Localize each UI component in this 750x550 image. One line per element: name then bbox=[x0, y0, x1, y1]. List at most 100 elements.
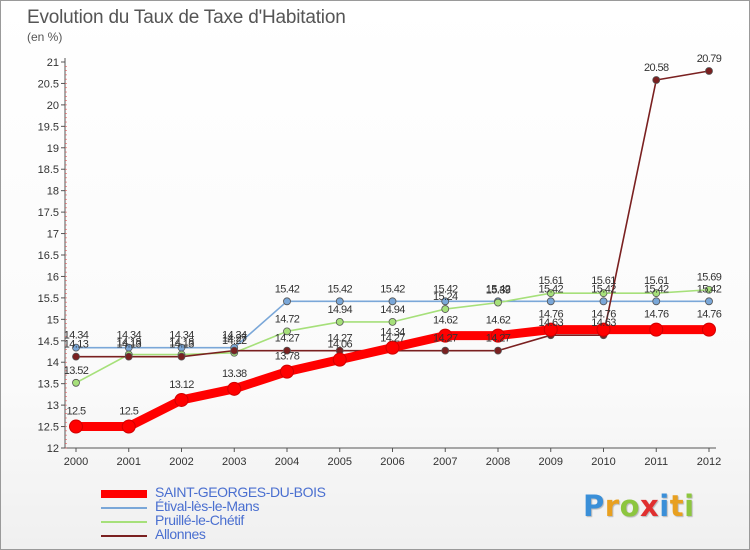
y-tick-label: 21 bbox=[47, 57, 59, 69]
legend-item: Pruillé-le-Chétif bbox=[101, 512, 431, 528]
logo-letter: i bbox=[684, 489, 695, 523]
data-label: 15.61 bbox=[644, 275, 669, 287]
y-tick-label: 18.5 bbox=[38, 164, 59, 176]
data-label: 13.12 bbox=[169, 379, 194, 391]
data-point bbox=[283, 346, 291, 355]
data-point bbox=[652, 297, 661, 306]
y-tick-label: 19 bbox=[47, 143, 59, 155]
data-point bbox=[283, 327, 291, 336]
data-point bbox=[69, 419, 83, 434]
y-tick-label: 17 bbox=[47, 229, 59, 241]
data-label: 12.5 bbox=[66, 406, 85, 418]
data-point bbox=[599, 289, 608, 298]
data-point bbox=[543, 322, 558, 337]
data-point bbox=[705, 67, 713, 75]
logo-letter: r bbox=[604, 489, 620, 523]
y-tick-label: 15 bbox=[47, 314, 59, 326]
y-tick-label: 12.5 bbox=[38, 422, 59, 434]
y-tick-label: 15.5 bbox=[38, 293, 59, 305]
data-point bbox=[72, 352, 80, 361]
data-point bbox=[335, 297, 344, 306]
data-point bbox=[174, 392, 189, 407]
x-tick-label: 2011 bbox=[644, 456, 668, 468]
legend-label-pruille: Pruillé-le-Chétif bbox=[155, 512, 244, 528]
x-tick-label: 2000 bbox=[64, 456, 88, 468]
legend-item: SAINT-GEORGES-DU-BOIS bbox=[101, 484, 431, 500]
logo-letter: x bbox=[640, 489, 660, 523]
y-tick-label: 17.5 bbox=[38, 207, 59, 219]
x-tick-label: 2004 bbox=[275, 456, 299, 468]
proxiti-logo: Proxiti bbox=[583, 489, 695, 523]
data-label: 13.78 bbox=[275, 351, 300, 363]
data-label: 15.42 bbox=[433, 283, 458, 295]
data-label: 14.62 bbox=[486, 315, 511, 327]
data-label: 14.76 bbox=[591, 309, 616, 321]
data-label: 14.72 bbox=[275, 313, 300, 325]
y-tick-label: 18 bbox=[47, 186, 59, 198]
y-tick-label: 16 bbox=[47, 271, 59, 283]
data-point bbox=[702, 322, 716, 337]
line-chart-plot: 12 12.5 13 13.5 14 14.5 15 15.5 16 16.5 17 17.5 18 18… bbox=[38, 53, 723, 468]
y-tick-label: 16.5 bbox=[38, 250, 59, 262]
legend-swatch-saint-georges bbox=[101, 490, 147, 498]
data-label: 15.42 bbox=[538, 283, 563, 295]
data-label: 12.5 bbox=[119, 406, 138, 418]
data-point bbox=[230, 346, 239, 355]
data-label: 14.13 bbox=[116, 339, 141, 351]
data-point bbox=[649, 322, 664, 337]
data-label: 15.61 bbox=[591, 275, 616, 287]
data-label: 15.42 bbox=[275, 283, 300, 295]
x-tick-label: 2002 bbox=[169, 456, 193, 468]
logo-letter: o bbox=[619, 489, 641, 523]
chart-legend: SAINT-GEORGES-DU-BOIS Étival-lès-le-Mans… bbox=[101, 484, 431, 542]
data-label: 14.76 bbox=[644, 309, 669, 321]
y-tick-label: 13 bbox=[47, 400, 59, 412]
data-point bbox=[494, 346, 502, 355]
legend-swatch-allonnes bbox=[101, 535, 147, 537]
y-tick-label: 12 bbox=[47, 443, 59, 455]
data-label: 15.39 bbox=[486, 285, 511, 297]
data-label: 14.06 bbox=[327, 339, 352, 351]
logo-letter: i bbox=[659, 489, 670, 523]
data-label: 14.27 bbox=[327, 333, 352, 345]
x-tick-label: 2010 bbox=[591, 456, 615, 468]
x-tick-label: 2007 bbox=[433, 456, 457, 468]
data-point bbox=[332, 352, 347, 367]
data-label: 14.22 bbox=[222, 335, 247, 347]
y-tick-label: 14 bbox=[47, 357, 59, 369]
chart-subtitle: (en %) bbox=[27, 30, 63, 44]
data-label: 20.58 bbox=[644, 62, 669, 74]
data-point bbox=[441, 297, 450, 306]
data-point bbox=[280, 364, 294, 379]
data-point bbox=[72, 343, 80, 352]
data-label: 14.13 bbox=[64, 339, 89, 351]
data-point bbox=[441, 305, 450, 313]
data-point bbox=[438, 328, 453, 343]
data-point bbox=[599, 297, 608, 306]
data-label: 14.34 bbox=[380, 327, 405, 339]
data-label: 14.27 bbox=[486, 333, 511, 345]
data-label: 13.38 bbox=[222, 368, 247, 380]
data-point bbox=[177, 352, 186, 361]
data-label: 15.61 bbox=[538, 275, 563, 287]
x-tick-label: 2008 bbox=[486, 456, 510, 468]
data-label: 14.27 bbox=[380, 333, 405, 345]
data-label: 14.34 bbox=[169, 330, 194, 342]
data-label: 14.76 bbox=[538, 309, 563, 321]
x-tick-label: 2009 bbox=[539, 456, 563, 468]
data-point bbox=[121, 419, 136, 434]
data-point bbox=[72, 378, 80, 387]
legend-swatch-etival bbox=[101, 507, 147, 509]
data-point bbox=[388, 297, 397, 306]
x-tick-label: 2012 bbox=[697, 456, 721, 468]
data-label: 14.34 bbox=[222, 330, 247, 342]
data-point bbox=[494, 298, 502, 307]
legend-label-allonnes: Allonnes bbox=[155, 526, 206, 542]
data-label: 14.34 bbox=[116, 330, 141, 342]
data-point bbox=[546, 297, 555, 306]
data-label: 14.18 bbox=[169, 337, 194, 349]
legend-label-saint-georges: SAINT-GEORGES-DU-BOIS bbox=[155, 484, 326, 500]
data-label: 15.42 bbox=[486, 283, 511, 295]
x-tick-label: 2006 bbox=[380, 456, 404, 468]
